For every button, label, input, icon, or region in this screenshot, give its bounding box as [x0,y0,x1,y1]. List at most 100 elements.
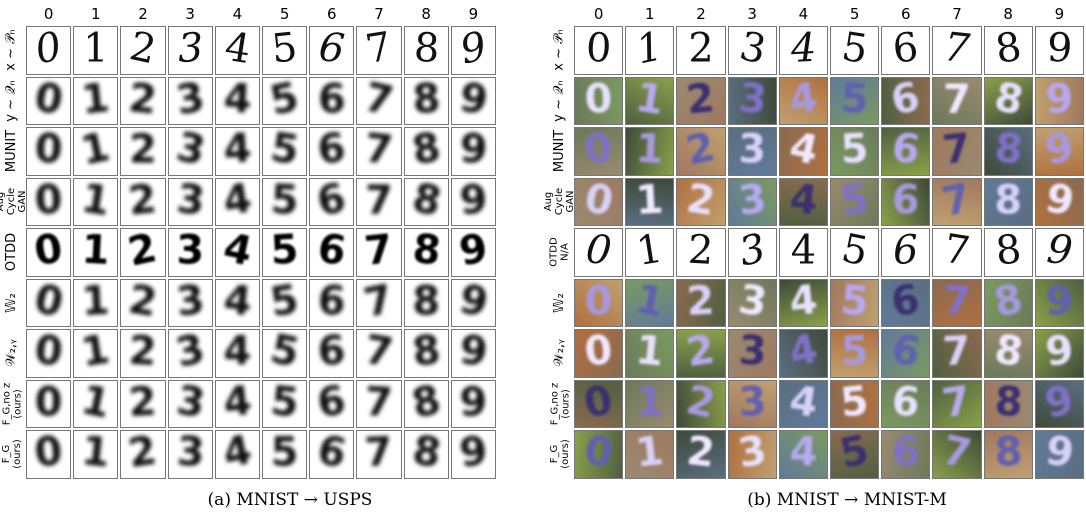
digit-image: 8 [403,76,449,125]
digit-image: 4 [778,329,828,378]
digit-image: 1 [73,127,119,176]
digit-image: 1 [73,278,119,327]
digit-image: 5 [262,379,308,428]
digit-image: 4 [214,228,260,277]
digit-image: 5 [262,430,308,479]
row-label: x ~ 𝒫ₙ [552,29,567,71]
digit-image: 9 [1034,127,1084,176]
column-header-2: 2 [696,5,706,23]
row-label: y ~ 𝒬ₙ [4,80,19,122]
digit-image: 7 [932,430,982,479]
digit-image: 8 [403,228,449,277]
digit-image: 1 [625,127,675,176]
digit-image: 8 [403,430,449,479]
digit-image: 9 [450,430,496,479]
digit-image: 3 [167,329,213,378]
digit-image: 3 [167,278,213,327]
digit-image: 1 [73,228,119,277]
digit-image: 7 [356,76,402,125]
digit-image: 6 [881,278,931,327]
row-label: F_G,no z (ours) [549,382,572,426]
digit-image: 5 [262,278,308,327]
digit-image: 8 [403,329,449,378]
digit-image: 9 [1034,329,1084,378]
column-header-6: 6 [327,5,337,23]
digit-image: 2 [676,278,726,327]
digit-image: 7 [932,76,982,125]
digit-image: 1 [625,177,675,226]
row-label: OTDD N/A [549,237,572,267]
digit-image: 7 [356,430,402,479]
digit-image: 5 [830,329,880,378]
caption-b: (b) MNIST → MNIST-M [747,490,947,510]
digit-image: 5 [830,76,880,125]
digit-image: 4 [214,379,260,428]
digit-image: 7 [932,379,982,428]
digit-image: 4 [214,26,260,75]
digit-image: 6 [881,430,931,479]
digit-image: 2 [676,379,726,428]
digit-image: 5 [830,26,880,75]
digit-image: 1 [625,379,675,428]
digit-image: 5 [830,379,880,428]
digit-image: 6 [309,329,355,378]
row-label: x ~ 𝒫ₙ [4,29,19,71]
digit-image: 8 [983,430,1033,479]
digit-image: 2 [120,26,166,75]
digit-image: 1 [73,177,119,226]
digit-image: 3 [167,127,213,176]
digit-image: 1 [73,379,119,428]
digit-image: 3 [727,329,777,378]
digit-image: 7 [932,26,982,75]
digit-image: 3 [727,26,777,75]
digit-image: 0 [574,329,624,378]
column-header-3: 3 [185,5,195,23]
digit-image: 9 [1034,177,1084,226]
digit-image: 0 [574,76,624,125]
digit-image: 8 [983,26,1033,75]
column-header-4: 4 [232,5,243,23]
digit-image: 8 [983,379,1033,428]
digit-image: 4 [778,430,828,479]
row-label: OTDD [4,233,20,272]
digit-image: 9 [450,26,496,75]
digit-image: 6 [309,177,355,226]
digit-image: 9 [1034,228,1084,277]
row-label: 𝕎₂ [552,292,567,313]
column-header-2: 2 [138,5,148,23]
digit-image: 2 [120,127,166,176]
digit-image: 2 [676,228,726,277]
column-header-9: 9 [1054,5,1065,23]
digit-image: 8 [983,278,1033,327]
digit-image: 7 [932,278,982,327]
digit-image: 9 [450,127,496,176]
digit-image: 4 [778,177,828,226]
digit-image: 5 [262,177,308,226]
digit-image: 0 [26,379,72,428]
caption-a: (a) MNIST → USPS [207,490,373,510]
digit-image: 9 [450,228,496,277]
digit-image: 7 [356,26,402,75]
digit-image: 7 [932,329,982,378]
digit-image: 3 [727,228,777,277]
digit-image: 6 [881,379,931,428]
digit-image: 8 [403,127,449,176]
digit-image: 2 [120,329,166,378]
digit-image: 7 [932,127,982,176]
digit-image: 2 [120,76,166,125]
digit-image: 3 [167,76,213,125]
digit-image: 8 [983,127,1033,176]
digit-image: 7 [932,228,982,277]
column-header-5: 5 [849,5,860,23]
digit-image: 2 [120,228,166,277]
row-label: Aug Cycle GAN [543,188,577,216]
column-header-7: 7 [952,5,962,23]
digit-image: 8 [983,329,1033,378]
digit-image: 6 [309,26,355,75]
digit-image: 2 [676,430,726,479]
digit-image: 3 [727,379,777,428]
column-header-8: 8 [421,5,431,23]
column-header-1: 1 [645,5,655,23]
digit-image: 9 [1034,26,1084,75]
